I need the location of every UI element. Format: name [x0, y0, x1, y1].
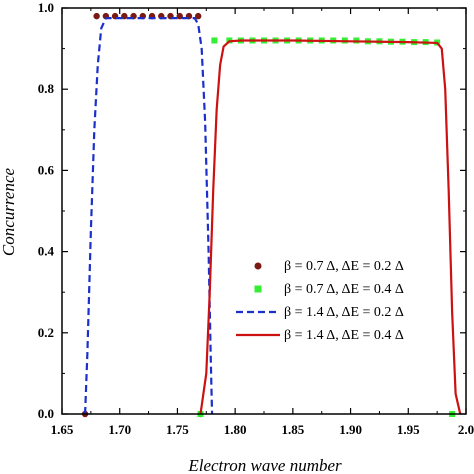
y-tick-label: 0.2 [38, 325, 54, 340]
legend-entry: β = 1.4 Δ, ΔE = 0.2 Δ [236, 305, 404, 320]
x-tick-label: 1.70 [108, 422, 131, 437]
x-tick-label: 1.80 [224, 422, 247, 437]
x-tick-label: 1.90 [339, 422, 362, 437]
legend-label: β = 0.7 Δ, ΔE = 0.2 Δ [284, 259, 404, 274]
y-axis-title: Concurrence [0, 167, 18, 256]
series-line [199, 39, 462, 415]
y-tick-label: 0.6 [38, 162, 55, 177]
legend-label: β = 1.4 Δ, ΔE = 0.2 Δ [284, 305, 404, 320]
data-point [195, 12, 202, 20]
series-4 [199, 39, 462, 415]
legend-entry: β = 0.7 Δ, ΔE = 0.4 Δ [254, 282, 404, 297]
data-point [176, 12, 183, 20]
legend-label: β = 1.4 Δ, ΔE = 0.4 Δ [284, 328, 404, 343]
series-3 [83, 17, 214, 415]
x-axis-title: Electron wave number [187, 456, 342, 474]
x-tick-label: 1.95 [397, 422, 420, 437]
y-tick-label: 0.8 [38, 81, 55, 96]
data-point [93, 12, 100, 20]
data-point [211, 37, 218, 44]
series-line [83, 17, 214, 415]
y-tick-label: 0.4 [38, 244, 55, 259]
legend-marker [254, 262, 262, 270]
legend-marker [254, 285, 262, 293]
legend-label: β = 0.7 Δ, ΔE = 0.4 Δ [284, 282, 404, 297]
y-tick-label: 0.0 [38, 406, 54, 421]
plot-area [62, 8, 466, 414]
data-point [121, 12, 128, 20]
x-tick-label: 1.85 [281, 422, 304, 437]
y-tick-label: 1.0 [38, 0, 54, 15]
legend-entry: β = 1.4 Δ, ΔE = 0.4 Δ [236, 328, 404, 343]
x-tick-label: 1.75 [166, 422, 189, 437]
x-tick-label: 1.65 [51, 422, 74, 437]
legend-entry: β = 0.7 Δ, ΔE = 0.2 Δ [254, 259, 404, 274]
x-tick-label: 2.0 [458, 422, 474, 437]
